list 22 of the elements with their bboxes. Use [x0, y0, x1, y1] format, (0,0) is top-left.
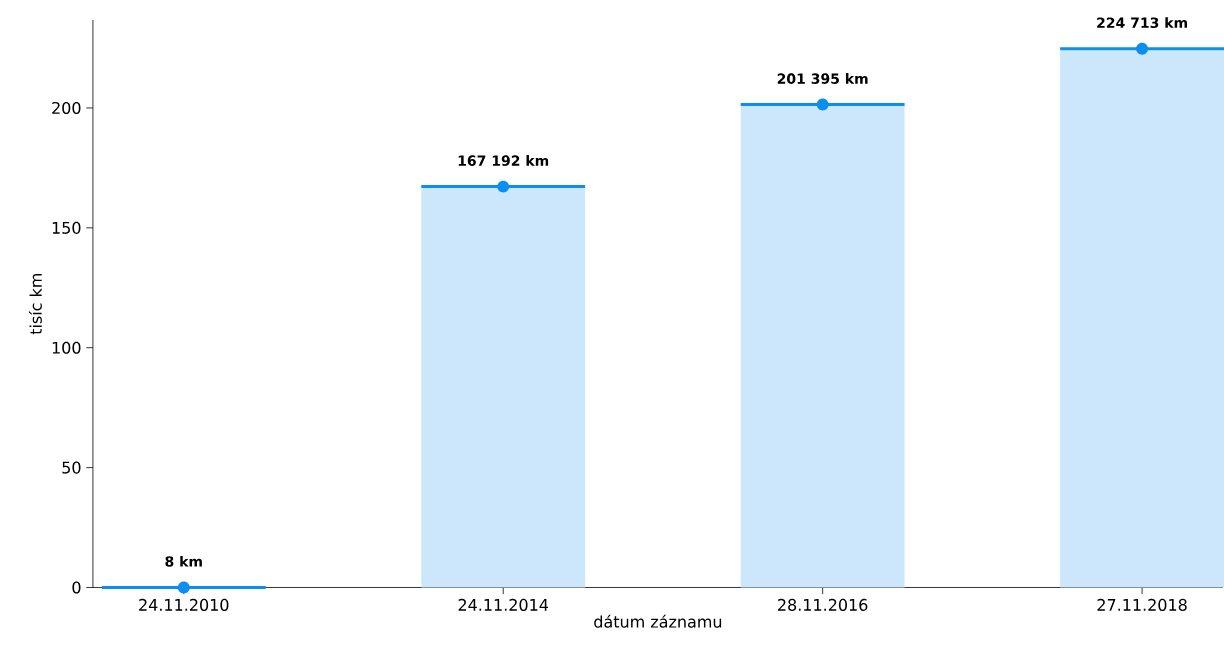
point [177, 581, 190, 594]
point [1136, 42, 1149, 55]
y-tick-label: 200 [52, 101, 81, 114]
point [816, 98, 829, 111]
x-tick-label: 28.11.2016 [778, 598, 868, 611]
x-axis-title: dátum záznamu [594, 614, 722, 628]
bar [1060, 48, 1224, 588]
point [497, 180, 510, 193]
x-tick-label: 24.11.2010 [139, 598, 229, 611]
y-tick-label: 50 [62, 461, 81, 474]
y-tick-label: 100 [52, 341, 81, 354]
annotation: 8 km [165, 555, 202, 567]
x-tick-label: 24.11.2014 [458, 598, 549, 611]
bar [421, 186, 586, 588]
annotation: 201 395 km [777, 72, 868, 84]
y-tick-label: 150 [52, 221, 81, 234]
y-tick-label: 0 [72, 581, 81, 594]
annotation: 224 713 km [1097, 17, 1187, 28]
annotation: 167 192 km [458, 154, 549, 166]
bar [740, 104, 905, 588]
y-axis-title: tisíc km [28, 273, 42, 335]
x-tick-label: 27.11.2018 [1097, 598, 1187, 611]
